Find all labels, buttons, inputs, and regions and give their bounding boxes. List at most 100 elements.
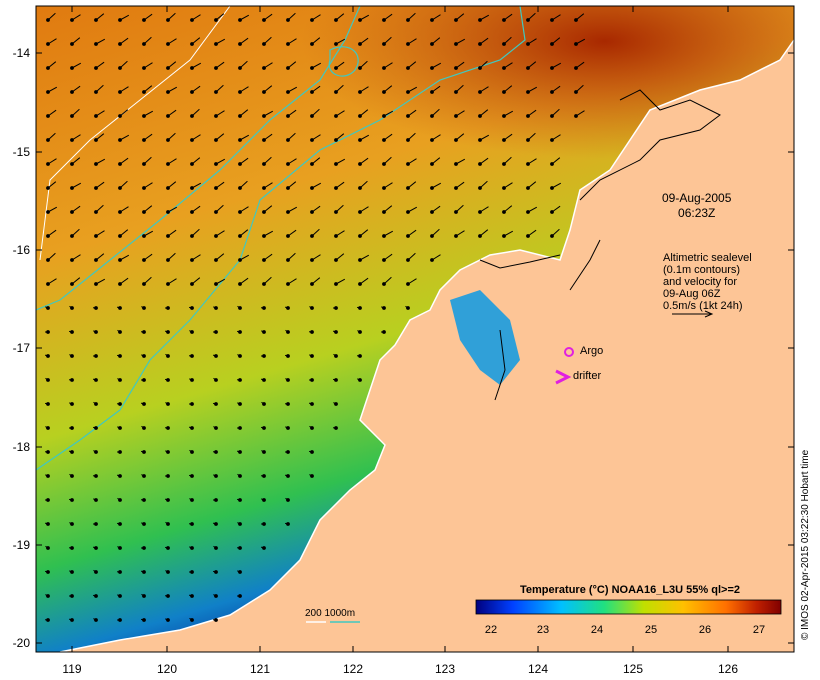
velocity-arrow-base (478, 90, 482, 94)
velocity-arrow-base (142, 18, 146, 22)
velocity-arrow-base (46, 594, 50, 598)
x-tick-label: 121 (249, 662, 271, 676)
coastline-detail (479, 89, 721, 401)
velocity-arrow-base (142, 258, 146, 262)
velocity-arrow-base (142, 426, 146, 430)
velocity-arrow-base (166, 18, 170, 22)
velocity-arrow-base (46, 138, 50, 142)
velocity-arrow-base (46, 90, 50, 94)
velocity-arrow-base (430, 42, 434, 46)
velocity-arrow-base (142, 354, 146, 358)
velocity-arrow-base (550, 18, 554, 22)
velocity-arrow-base (70, 618, 74, 622)
velocity-arrow-base (46, 18, 50, 22)
velocity-arrow-base (214, 282, 218, 286)
velocity-arrow-base (502, 18, 506, 22)
velocity-arrow-base (382, 18, 386, 22)
altimetry-line: (0.1m contours) (663, 264, 741, 276)
velocity-arrow-base (142, 138, 146, 142)
x-tick-label: 120 (156, 662, 178, 676)
velocity-arrow-base (46, 354, 50, 358)
velocity-arrow-base (70, 258, 74, 262)
velocity-arrow-base (286, 306, 290, 310)
velocity-arrow-base (358, 66, 362, 70)
velocity-arrow-base (166, 90, 170, 94)
velocity-arrow-base (70, 594, 74, 598)
velocity-arrow-base (382, 234, 386, 238)
velocity-arrow-base (550, 90, 554, 94)
velocity-arrow-base (118, 330, 122, 334)
velocity-arrow-base (118, 594, 122, 598)
velocity-arrow-base (310, 18, 314, 22)
velocity-arrow-base (382, 138, 386, 142)
velocity-arrow-base (70, 114, 74, 118)
velocity-arrow-base (550, 114, 554, 118)
colorbar-tick-label: 25 (644, 624, 658, 636)
velocity-arrow-base (70, 186, 74, 190)
velocity-arrow-base (382, 282, 386, 286)
velocity-arrow-base (166, 450, 170, 454)
velocity-arrow-base (550, 42, 554, 46)
velocity-arrow-base (94, 570, 98, 574)
velocity-arrow-base (286, 498, 290, 502)
velocity-arrow-base (70, 66, 74, 70)
velocity-arrow-base (310, 330, 314, 334)
velocity-arrow-base (334, 114, 338, 118)
velocity-arrow-base (46, 282, 50, 286)
velocity-arrow-base (70, 42, 74, 46)
cool-bay-water (450, 290, 520, 385)
velocity-arrow-base (118, 522, 122, 526)
velocity-arrow-base (94, 138, 98, 142)
y-tick-label: -20 (12, 636, 30, 650)
velocity-arrow-base (118, 306, 122, 310)
velocity-arrow-base (214, 546, 218, 550)
velocity-arrow-base (166, 114, 170, 118)
velocity-arrow-base (358, 90, 362, 94)
velocity-arrow-base (166, 546, 170, 550)
velocity-arrow-base (550, 138, 554, 142)
velocity-arrow-base (94, 450, 98, 454)
coastline (59, 39, 794, 652)
velocity-arrow-base (526, 138, 530, 142)
velocity-arrow-base (94, 522, 98, 526)
sealevel-contour (36, 6, 526, 471)
velocity-arrow-base (142, 330, 146, 334)
velocity-arrow-base (190, 162, 194, 166)
velocity-arrow-base (358, 378, 362, 382)
velocity-arrow-base (550, 210, 554, 214)
velocity-arrow-base (334, 66, 338, 70)
velocity-arrow-base (238, 426, 242, 430)
velocity-arrow-base (358, 186, 362, 190)
velocity-arrow-base (238, 162, 242, 166)
velocity-arrow-base (262, 402, 266, 406)
velocity-arrow-base (94, 378, 98, 382)
velocity-arrow-base (118, 66, 122, 70)
velocity-arrow-base (238, 234, 242, 238)
velocity-arrow-base (430, 234, 434, 238)
velocity-arrow-base (190, 522, 194, 526)
velocity-arrow-base (166, 570, 170, 574)
velocity-arrow-base (574, 90, 578, 94)
image-date: 09-Aug-2005 06:23Z (662, 191, 731, 221)
velocity-arrow-base (70, 378, 74, 382)
velocity-arrow-base (286, 234, 290, 238)
drifter-marker (555, 369, 572, 385)
velocity-arrow-base (286, 42, 290, 46)
velocity-arrow-base (94, 66, 98, 70)
velocity-arrow-base (286, 138, 290, 142)
velocity-arrow-base (262, 42, 266, 46)
velocity-arrow-base (502, 210, 506, 214)
velocity-arrow-base (166, 426, 170, 430)
velocity-arrow-base (46, 474, 50, 478)
velocity-arrow-base (286, 162, 290, 166)
velocity-arrow-base (214, 474, 218, 478)
argo-marker (564, 347, 574, 357)
velocity-arrow-base (358, 282, 362, 286)
velocity-arrow-base (286, 402, 290, 406)
velocity-arrow-base (526, 90, 530, 94)
velocity-arrow-base (262, 138, 266, 142)
velocity-arrow-base (190, 450, 194, 454)
velocity-arrow-base (262, 90, 266, 94)
velocity-arrows (44, 12, 586, 622)
velocity-arrow-base (70, 450, 74, 454)
